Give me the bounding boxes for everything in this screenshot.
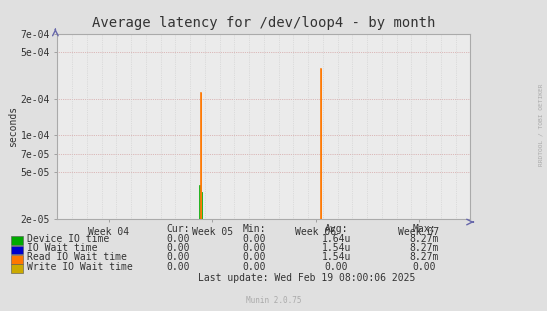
Text: Munin 2.0.75: Munin 2.0.75 xyxy=(246,296,301,305)
Text: 8.27m: 8.27m xyxy=(409,243,439,253)
Text: Last update: Wed Feb 19 08:00:06 2025: Last update: Wed Feb 19 08:00:06 2025 xyxy=(197,273,415,283)
Text: 0.00: 0.00 xyxy=(166,262,189,272)
Text: 0.00: 0.00 xyxy=(243,252,266,262)
Text: 0.00: 0.00 xyxy=(166,252,189,262)
Text: 0.00: 0.00 xyxy=(325,262,348,272)
Text: RRDTOOL / TOBI OETIKER: RRDTOOL / TOBI OETIKER xyxy=(538,83,543,166)
Text: 0.00: 0.00 xyxy=(412,262,435,272)
Text: Read IO Wait time: Read IO Wait time xyxy=(27,252,127,262)
Text: 1.54u: 1.54u xyxy=(322,252,351,262)
Text: Write IO Wait time: Write IO Wait time xyxy=(27,262,133,272)
Text: IO Wait time: IO Wait time xyxy=(27,243,98,253)
Text: Max:: Max: xyxy=(412,224,435,234)
Y-axis label: seconds: seconds xyxy=(8,106,18,147)
Title: Average latency for /dev/loop4 - by month: Average latency for /dev/loop4 - by mont… xyxy=(92,16,435,30)
Text: 8.27m: 8.27m xyxy=(409,252,439,262)
Text: 0.00: 0.00 xyxy=(243,262,266,272)
Text: 1.54u: 1.54u xyxy=(322,243,351,253)
Text: Avg:: Avg: xyxy=(325,224,348,234)
Text: 8.27m: 8.27m xyxy=(409,234,439,244)
Text: Min:: Min: xyxy=(243,224,266,234)
Text: 0.00: 0.00 xyxy=(243,243,266,253)
Text: Cur:: Cur: xyxy=(166,224,189,234)
Text: 0.00: 0.00 xyxy=(166,243,189,253)
Text: Device IO time: Device IO time xyxy=(27,234,109,244)
Text: 0.00: 0.00 xyxy=(243,234,266,244)
Text: 0.00: 0.00 xyxy=(166,234,189,244)
Text: 1.64u: 1.64u xyxy=(322,234,351,244)
